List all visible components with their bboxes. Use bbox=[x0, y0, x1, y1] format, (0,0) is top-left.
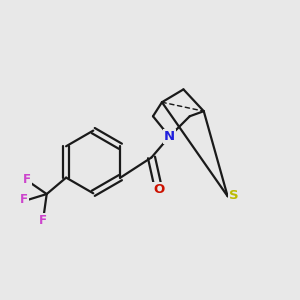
Text: F: F bbox=[20, 193, 28, 206]
Text: F: F bbox=[23, 172, 31, 186]
Text: S: S bbox=[229, 189, 238, 202]
Text: N: N bbox=[164, 130, 175, 143]
Text: O: O bbox=[153, 183, 165, 196]
Text: F: F bbox=[39, 214, 47, 227]
